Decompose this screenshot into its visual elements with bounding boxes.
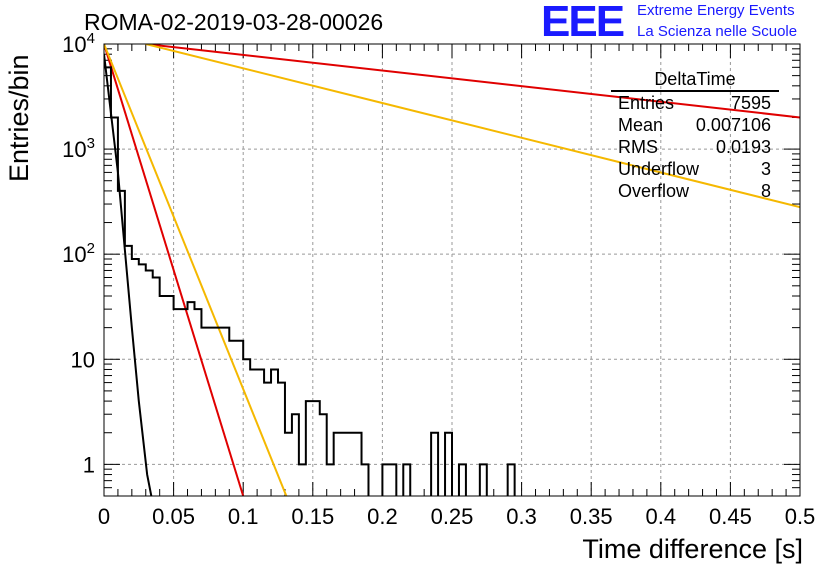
stats-title: DeltaTime [611,68,779,92]
x-tick-label: 0.45 [709,504,752,529]
stats-label: Mean [618,115,664,135]
stats-row: Overflow 8 [611,180,779,202]
logo-subtitle-line1: Extreme Energy Events [637,2,795,19]
eee-logo: EEE [541,0,625,46]
x-tick-label: 0.15 [291,504,334,529]
stats-label: Underflow [618,159,700,179]
stats-label: Overflow [618,181,690,201]
y-tick-label: 103 [62,135,95,162]
y-tick-label: 1 [83,452,95,477]
fit-line [104,44,245,496]
x-axis-label: Time difference [s] [582,534,803,564]
histogram-series [104,66,516,496]
stats-row: Underflow 3 [611,158,779,180]
x-tick-label: 0.4 [646,504,677,529]
stats-value: 3 [760,159,771,179]
x-tick-label: 0 [98,504,110,529]
stats-value: 0.007106 [695,115,771,135]
x-tick-label: 0.1 [228,504,259,529]
stats-label: RMS [618,137,658,157]
y-tick-label: 104 [62,30,95,57]
y-axis-label: Entries/bin [4,54,34,182]
stats-value: 8 [760,181,771,201]
stats-row: Entries 7595 [611,92,779,114]
stats-row: RMS 0.0193 [611,136,779,158]
y-tick-label: 102 [62,240,95,267]
stats-box: DeltaTime Entries 7595 Mean 0.007106 RMS… [611,68,779,202]
plot-frame [103,43,801,497]
x-tick-label: 0.35 [570,504,613,529]
stats-value: 7595 [730,93,771,113]
x-tick-label: 0.3 [506,504,537,529]
fit-line [104,54,153,496]
stats-row: Mean 0.007106 [611,114,779,136]
fit-line [145,44,800,209]
fit-line [145,44,800,119]
run-title: ROMA-02-2019-03-28-00026 [84,9,384,35]
stats-label: Entries [618,93,675,113]
x-tick-label: 0.05 [152,504,195,529]
x-tick-label: 0.2 [367,504,398,529]
y-tick-label: 10 [71,347,95,372]
logo-subtitle-line2: La Scienza nelle Scuole [637,23,798,40]
x-tick-label: 0.25 [431,504,474,529]
stats-value: 0.0193 [715,137,771,157]
x-tick-label: 0.5 [785,504,816,529]
fit-line [104,44,288,496]
